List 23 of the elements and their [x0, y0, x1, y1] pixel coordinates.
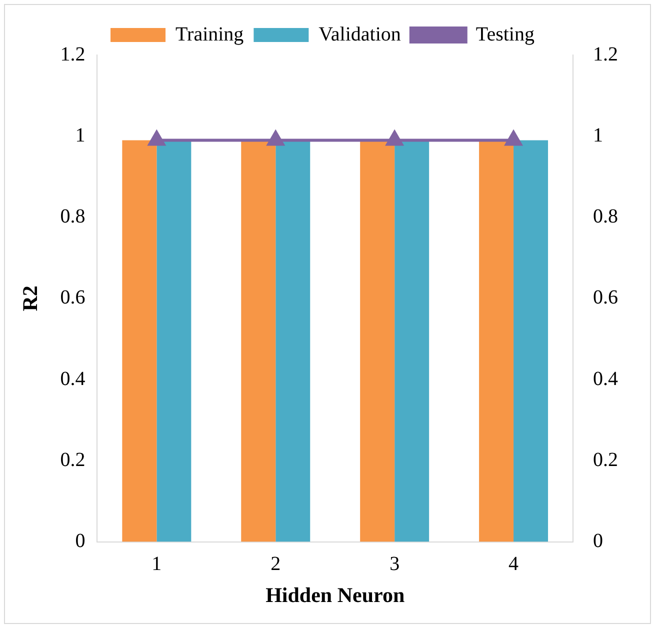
- y-axis-title: R2: [18, 286, 42, 312]
- y-tick-label: 0.2: [60, 448, 86, 471]
- legend-label: Validation: [318, 23, 401, 46]
- y2-tick-label: 0.8: [593, 206, 618, 228]
- y-tick-label: 0.8: [60, 206, 86, 228]
- x-axis-title: Hidden Neuron: [266, 582, 405, 607]
- x-tick-label: 4: [508, 553, 519, 576]
- x-tick-label: 1: [152, 553, 162, 576]
- x-tick-label: 2: [270, 553, 281, 576]
- y-tick-label: 0: [75, 530, 86, 552]
- y2-tick-label: 1.2: [593, 43, 618, 66]
- y-tick-label: 0.4: [60, 368, 86, 390]
- y-tick-label: 1: [75, 124, 86, 146]
- y2-tick-label: 0.6: [593, 286, 618, 309]
- y2-tick-label: 0.4: [593, 368, 618, 390]
- legend-label: Training: [176, 23, 244, 46]
- y2-tick-label: 1: [593, 124, 603, 146]
- y2-tick-label: 0.2: [593, 448, 618, 471]
- x-tick-label: 3: [390, 553, 400, 576]
- legend-label: Testing: [476, 23, 534, 46]
- y2-tick-label: 0: [593, 530, 603, 552]
- y-tick-label: 1.2: [60, 43, 86, 66]
- y-tick-label: 0.6: [60, 286, 86, 309]
